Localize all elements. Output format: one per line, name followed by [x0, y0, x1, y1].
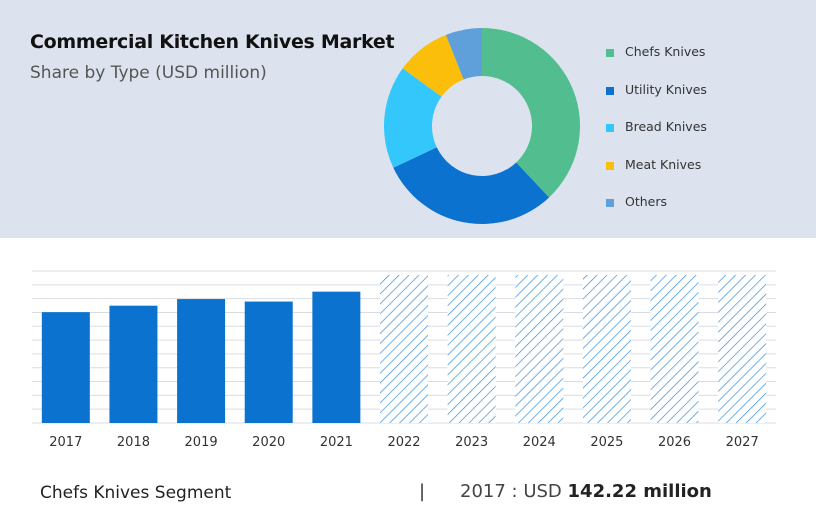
- x-tick-label: 2019: [185, 435, 218, 450]
- forecast-bar-2022: [380, 275, 428, 423]
- legend-swatch: [606, 124, 614, 132]
- bar-2021: [312, 291, 361, 423]
- donut-slice-chefs-knives: [482, 28, 580, 198]
- forecast-bar-2024: [515, 275, 564, 423]
- x-tick-label: 2027: [726, 435, 759, 450]
- segment-value: 2017 : USD 142.22 million: [460, 481, 712, 502]
- donut-slice-meat-knives: [402, 34, 464, 97]
- donut-slice-bread-knives: [384, 68, 442, 168]
- legend-label: Utility Knives: [625, 81, 707, 97]
- segment-year-text: 2017 : USD: [460, 481, 562, 502]
- legend-label: Bread Knives: [625, 119, 707, 134]
- legend-swatch: [606, 199, 614, 207]
- legend-label: Meat Knives: [625, 156, 702, 172]
- chart-title: Commercial Kitchen Knives Market: [30, 31, 395, 53]
- x-tick-label: 2017: [49, 435, 82, 450]
- x-tick-label: 2021: [320, 435, 353, 450]
- segment-label: Chefs Knives Segment: [40, 483, 232, 503]
- bar-2020: [244, 301, 293, 423]
- bar-2017: [41, 312, 90, 423]
- legend-label: Others: [625, 194, 668, 209]
- bar-2018: [109, 305, 158, 423]
- x-tick-label: 2025: [590, 435, 623, 450]
- x-tick-label: 2026: [658, 435, 691, 450]
- forecast-bar-2027: [718, 275, 767, 423]
- legend-label: Chefs Knives: [625, 44, 706, 59]
- bar-chart: 2017 2018 2019 2020 2021 2022 2023 2024 2025 2026…: [32, 270, 776, 450]
- segment-value-text: 142.22 million: [567, 481, 712, 502]
- x-tick-label: 2018: [117, 435, 150, 450]
- bar-2019: [177, 299, 226, 423]
- x-tick-label: 2020: [252, 435, 285, 450]
- x-tick-label: 2022: [387, 435, 420, 450]
- forecast-bar-2025: [582, 275, 631, 423]
- footer-separator: |: [419, 481, 426, 502]
- legend-swatch: [606, 86, 614, 95]
- donut-slice-utility-knives: [393, 147, 550, 224]
- legend-swatch: [606, 161, 614, 170]
- forecast-bar-2023: [447, 275, 496, 423]
- chart-subtitle: Share by Type (USD million): [30, 63, 267, 83]
- donut-slice-others: [445, 28, 482, 80]
- forecast-bar-2026: [650, 275, 699, 423]
- x-tick-label: 2023: [455, 435, 488, 450]
- x-tick-label: 2024: [523, 435, 556, 450]
- legend-swatch: [606, 49, 614, 57]
- donut-chart: [384, 28, 580, 224]
